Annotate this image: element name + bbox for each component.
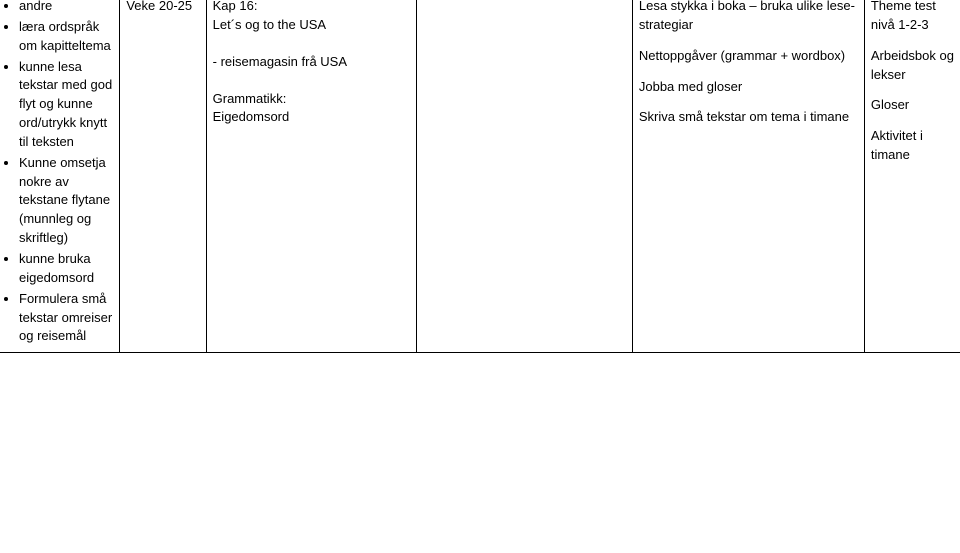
goal-item: læra ordspråk om kapitteltema	[19, 18, 115, 56]
grammar-topic: Eigedomsord	[213, 109, 290, 124]
assessment-cell: Theme test nivå 1-2-3 Arbeidsbok og leks…	[864, 0, 960, 353]
goal-item: andre	[19, 0, 115, 16]
goals-list: andre læra ordspråk om kapitteltema kunn…	[3, 0, 115, 346]
chapter-cell: Kap 16: Let´s og to the USA - reisemagas…	[206, 0, 416, 353]
activity-text: Lesa stykka i boka – bruka ulike lese-st…	[639, 0, 858, 35]
activity-text: Nettoppgåver (grammar + wordbox)	[639, 47, 858, 66]
assessment-text: Gloser	[871, 96, 955, 115]
goal-item: Formulera små tekstar omreiser og reisem…	[19, 290, 115, 347]
chapter-label: Kap 16:	[213, 0, 258, 13]
week-cell: Veke 20-25	[120, 0, 206, 353]
empty-cell	[417, 0, 633, 353]
activities-cell: Lesa stykka i boka – bruka ulike lese-st…	[632, 0, 864, 353]
table-row: andre læra ordspråk om kapitteltema kunn…	[0, 0, 960, 353]
activity-text: Jobba med gloser	[639, 78, 858, 97]
goal-item: kunne lesa tekstar med god flyt og kunne…	[19, 58, 115, 152]
curriculum-table: andre læra ordspråk om kapitteltema kunn…	[0, 0, 960, 353]
activity-text: Skriva små tekstar om tema i timane	[639, 108, 858, 127]
week-text: Veke 20-25	[126, 0, 192, 13]
assessment-text: Arbeidsbok og lekser	[871, 47, 955, 85]
assessment-text: Aktivitet i timane	[871, 127, 955, 165]
chapter-sub: - reisemagasin frå USA	[213, 54, 347, 69]
goals-cell: andre læra ordspråk om kapitteltema kunn…	[0, 0, 120, 353]
goal-item: Kunne omsetja nokre av tekstane flytane …	[19, 154, 115, 248]
assessment-text: Theme test nivå 1-2-3	[871, 0, 955, 35]
goal-item: kunne bruka eigedomsord	[19, 250, 115, 288]
chapter-title: Let´s og to the USA	[213, 17, 326, 32]
grammar-label: Grammatikk:	[213, 91, 287, 106]
